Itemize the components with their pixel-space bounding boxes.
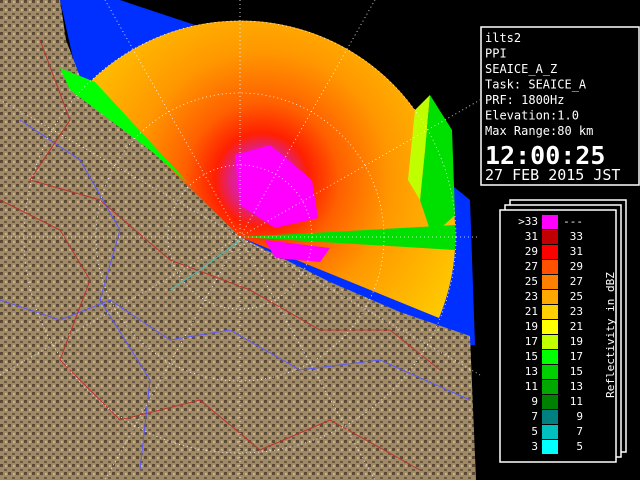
weak-echo xyxy=(240,225,455,250)
weak-echo xyxy=(420,95,455,236)
legend-high: 31 xyxy=(570,245,583,258)
legend-high: 17 xyxy=(570,350,583,363)
legend-swatch xyxy=(542,245,558,259)
legend-low: 3 xyxy=(531,440,538,453)
legend-high: 33 xyxy=(570,230,583,243)
strong-echo xyxy=(235,145,318,228)
legend-swatch xyxy=(542,425,558,439)
legend: >33 --- 31 33 29 31 27 29 25 27 23 25 21 23 19 21 17 19 15… xyxy=(518,215,583,454)
info-line: SEAICE_A_Z xyxy=(485,62,557,76)
weak-echo xyxy=(408,95,430,200)
legend-high: 9 xyxy=(576,410,583,423)
legend-low: 19 xyxy=(525,320,538,333)
info-line: Elevation:1.0 xyxy=(485,109,579,123)
legend-swatch xyxy=(542,230,558,244)
info-line: PPI xyxy=(485,47,507,61)
info-line: ilts2 xyxy=(485,31,521,45)
info-line: Max Range:80 km xyxy=(485,124,593,138)
legend-low: 15 xyxy=(525,350,538,363)
legend-high: 7 xyxy=(576,425,583,438)
info-line: PRF: 1800Hz xyxy=(485,93,564,107)
river xyxy=(19,119,151,471)
river xyxy=(169,239,241,291)
legend-low: 13 xyxy=(525,365,538,378)
legend-swatch xyxy=(542,395,558,409)
azimuth-line xyxy=(104,0,241,238)
legend-swatch xyxy=(542,365,558,379)
legend-swatch xyxy=(542,380,558,394)
legend-swatch xyxy=(542,320,558,334)
info-panel xyxy=(480,26,640,186)
legend-low: >33 xyxy=(518,215,538,228)
legend-swatch xyxy=(542,335,558,349)
legend-swatch xyxy=(542,290,558,304)
river xyxy=(0,299,471,401)
legend-low: 11 xyxy=(525,380,538,393)
legend-high: 27 xyxy=(570,275,583,288)
legend-high: --- xyxy=(563,215,583,228)
legend-low: 9 xyxy=(531,395,538,408)
range-rings xyxy=(0,0,481,480)
legend-low: 21 xyxy=(525,305,538,318)
coastal-echo xyxy=(60,68,190,185)
legend-high: 13 xyxy=(570,380,583,393)
info-line: Task: SEAICE_A xyxy=(485,78,587,92)
legend-title: Reflectivity in dBZ xyxy=(604,272,617,398)
legend-high: 19 xyxy=(570,335,583,348)
legend-low: 27 xyxy=(525,260,538,273)
legend-swatch xyxy=(542,275,558,289)
legend-high: 25 xyxy=(570,290,583,303)
legend-high: 29 xyxy=(570,260,583,273)
azimuth-line xyxy=(239,0,376,238)
legend-low: 5 xyxy=(531,425,538,438)
legend-swatch xyxy=(542,440,558,454)
legend-high: 11 xyxy=(570,395,583,408)
legend-high: 5 xyxy=(576,440,583,453)
legend-swatch xyxy=(542,305,558,319)
boundary xyxy=(29,39,441,371)
map xyxy=(0,0,481,480)
legend-low: 25 xyxy=(525,275,538,288)
legend-low: 23 xyxy=(525,290,538,303)
legend-low: 17 xyxy=(525,335,538,348)
legend-swatch xyxy=(542,350,558,364)
strong-echo xyxy=(265,240,330,262)
legend-high: 21 xyxy=(570,320,583,333)
legend-low: 31 xyxy=(525,230,538,243)
legend-low: 29 xyxy=(525,245,538,258)
legend-swatch xyxy=(542,410,558,424)
legend-high: 15 xyxy=(570,365,583,378)
date: 27 FEB 2015 JST xyxy=(485,166,620,184)
boundary xyxy=(0,199,421,471)
time: 12:00:25 xyxy=(485,141,605,170)
legend-swatch xyxy=(542,260,558,274)
legend-high: 23 xyxy=(570,305,583,318)
legend-low: 7 xyxy=(531,410,538,423)
legend-swatch xyxy=(542,215,558,229)
